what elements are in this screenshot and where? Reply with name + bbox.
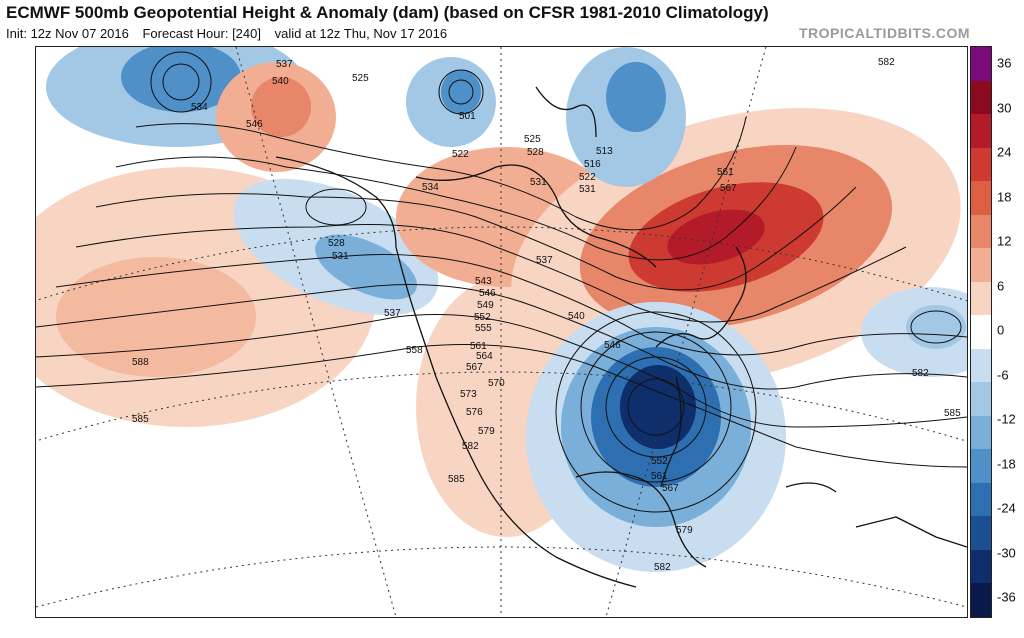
contour-label: 540	[272, 76, 289, 87]
contour-label: 561	[651, 471, 668, 482]
colorbar-segment	[971, 147, 991, 182]
colorbar-tick-label: 30	[997, 100, 1012, 115]
colorbar-segment	[971, 583, 991, 618]
contour-label: 582	[878, 57, 895, 68]
map-canvas: 537 540 525 534 546 501 522 525 528 513 …	[36, 47, 967, 617]
colorbar-tick-label: -24	[997, 500, 1016, 516]
colorbar-segment	[971, 114, 991, 149]
contour-label: 501	[459, 111, 476, 122]
colorbar-segment	[971, 415, 991, 450]
contour-label: 585	[944, 408, 961, 419]
contour-label: 567	[466, 362, 483, 373]
colorbar-segment	[971, 47, 991, 82]
valid-time: valid at 12z Thu, Nov 17 2016	[274, 26, 448, 41]
anomaly-goa-positive-core	[251, 77, 311, 137]
contour-label: 522	[452, 149, 469, 160]
contour-label: 576	[466, 407, 483, 418]
contour-label: 528	[527, 147, 544, 158]
colorbar-segment	[971, 248, 991, 283]
contour-label: 579	[676, 525, 693, 536]
contour-label: 567	[720, 183, 737, 194]
anomaly-hudson-negative-core	[441, 70, 481, 114]
height-contours	[36, 51, 967, 513]
colorbar-segment	[971, 281, 991, 316]
anomaly-atlantic-positive-peak	[667, 209, 765, 265]
contour-label: 513	[596, 146, 613, 157]
colorbar-tick-label: 12	[997, 233, 1012, 249]
contour-label: 561	[717, 167, 734, 178]
contour-label: 534	[191, 102, 208, 113]
anomaly-pacific-positive-core	[56, 257, 256, 377]
contour-label: 579	[478, 426, 495, 437]
contour-label: 537	[276, 59, 293, 70]
colorbar-segment	[971, 449, 991, 484]
colorbar-segment	[971, 348, 991, 383]
colorbar-segment	[971, 315, 991, 350]
contour-label: 570	[488, 378, 505, 389]
contour-label: 528	[328, 238, 345, 249]
colorbar-segment	[971, 482, 991, 517]
contour-label: 540	[568, 311, 585, 322]
anomaly-map: 537 540 525 534 546 501 522 525 528 513 …	[35, 46, 968, 618]
colorbar-segment	[971, 382, 991, 417]
contour-label: 546	[604, 340, 621, 351]
contour-label: 543	[475, 276, 492, 287]
contour-label: 549	[477, 300, 494, 311]
colorbar-tick-label: 36	[997, 55, 1012, 71]
colorbar-segment	[971, 80, 991, 115]
contour-label: 588	[132, 357, 149, 368]
site-credit: TROPICALTIDBITS.COM	[798, 25, 970, 41]
contour-label: 537	[384, 308, 401, 319]
contour-label: 585	[132, 414, 149, 425]
contour-label: 534	[422, 182, 439, 193]
contour-label: 516	[584, 159, 601, 170]
contour-label: 531	[332, 251, 349, 262]
colorbar-segment	[971, 516, 991, 551]
colorbar-tick-label: 6	[997, 278, 1005, 293]
colorbar-segment	[971, 181, 991, 216]
anomaly-midatlantic-negative-core	[906, 305, 966, 349]
anomaly-westcoast-negative-core	[315, 234, 417, 300]
colorbar-tick-label: -12	[997, 411, 1016, 427]
contour-label: 531	[530, 177, 547, 188]
run-info: Init: 12z Nov 07 2016 Forecast Hour: [24…	[6, 26, 457, 41]
contour-label: 567	[662, 483, 679, 494]
contour-label: 537	[536, 255, 553, 266]
anomaly-east-negative-core	[620, 365, 696, 449]
contour-label: 561	[470, 341, 487, 352]
anomaly-greenland-negative-core	[606, 62, 666, 132]
contour-label: 582	[462, 441, 479, 452]
forecast-hour: Forecast Hour: [240]	[142, 26, 261, 41]
colorbar-tick-label: -18	[997, 456, 1016, 471]
contour-label: 555	[475, 323, 492, 334]
chart-title: ECMWF 500mb Geopotential Height & Anomal…	[6, 3, 769, 22]
contour-label: 546	[246, 119, 263, 130]
contour-label: 531	[579, 184, 596, 195]
colorbar-segment	[971, 549, 991, 584]
coastlines	[275, 86, 967, 588]
colorbar-tick-label: -30	[997, 545, 1016, 560]
anomaly-colorbar	[970, 46, 992, 618]
colorbar-segment	[971, 214, 991, 249]
contour-label: 546	[479, 288, 496, 299]
anomaly-bering-negative-core	[121, 47, 241, 112]
init-time: Init: 12z Nov 07 2016	[6, 26, 129, 41]
contour-label: 582	[912, 368, 929, 379]
colorbar-tick-label: 24	[997, 144, 1012, 160]
contour-label: 552	[651, 456, 668, 467]
contour-labels: 537 540 525 534 546 501 522 525 528 513 …	[132, 57, 961, 573]
contour-label: 573	[460, 389, 477, 400]
contour-label: 525	[524, 134, 541, 145]
contour-label: 522	[579, 172, 596, 183]
contour-label: 525	[352, 73, 369, 84]
colorbar-tick-label: 18	[997, 189, 1012, 204]
contour-label: 558	[406, 345, 423, 356]
contour-label: 585	[448, 474, 465, 485]
colorbar-tick-label: -36	[997, 589, 1016, 605]
colorbar-tick-label: -6	[997, 367, 1009, 382]
contour-label: 552	[474, 312, 491, 323]
contour-label: 582	[654, 562, 671, 573]
contour-label: 564	[476, 351, 493, 362]
colorbar-tick-label: 0	[997, 322, 1005, 338]
